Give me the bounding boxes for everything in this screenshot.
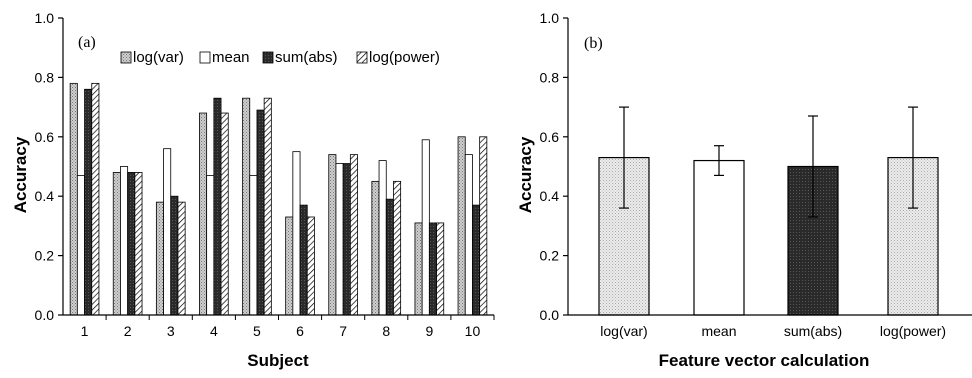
panel-a-bar-2-subject-9 [421,139,430,316]
panel-a-bars [69,82,488,316]
panel-b-y-tick-label: 0.0 [540,307,560,323]
panel-a-bar-3-subject-2 [127,172,136,316]
panel-b-y-axis-title: Accuracy [516,136,535,213]
panel-a-bar-4-subject-7 [349,154,358,316]
panel-a-bar-4-subject-8 [393,180,402,316]
panel-a-y-tick-label: 0.4 [35,188,55,204]
panel-a-bar-2-subject-1 [76,175,85,316]
panel-a-chart: (a) log(var) mean sum(abs) log(power) 0.00.… [11,10,495,370]
panel-a-bar-4-subject-3 [177,201,186,316]
panel-a-legend-label: log(power) [369,49,440,66]
panel-b-x-axis-title: Feature vector calculation [659,351,870,370]
panel-a-x-tick-label: 8 [382,323,390,339]
panel-a-bar-1-subject-6 [285,216,294,316]
panel-a-bar-2-subject-7 [335,163,344,316]
panel-a-x-tick-label: 1 [81,323,89,339]
panel-a-bar-3-subject-9 [428,222,437,316]
panel-a-bar-2-subject-3 [163,148,172,316]
panel-a-bar-3-subject-5 [256,109,265,316]
panel-a-x-axis: 1 2 3 4 5 6 7 8 9 10 [81,315,495,339]
panel-a-bar-3-subject-3 [170,195,179,316]
panel-a-bar-2-subject-10 [464,154,473,316]
panel-a-bar-3-subject-1 [84,88,93,316]
panel-b-y-tick-label: 0.6 [540,129,560,145]
panel-a-legend-swatch [356,51,368,64]
panel-a-y-tick-label: 1.0 [35,10,55,26]
panel-a-bar-1-subject-3 [155,201,164,316]
panel-a-bar-2-subject-6 [292,151,301,316]
panel-a-bar-4-subject-5 [263,97,272,316]
panel-a-bar-2-subject-8 [378,160,387,316]
panel-a-bar-1-subject-9 [414,222,423,316]
panel-b-x-tick-label: mean [701,323,736,339]
panel-a-legend: log(var) mean sum(abs) log(power) [120,49,440,66]
panel-b-x-tick-label: log(var) [600,323,647,339]
panel-a-x-tick-label: 10 [465,323,481,339]
panel-a-bar-4-subject-2 [134,172,143,316]
panel-a-legend-label: sum(abs) [275,49,338,66]
panel-a-bar-4-subject-1 [91,82,100,316]
panel-a-bar-1-subject-2 [112,172,121,316]
panel-b-chart: (b) 0.0 0.2 0.4 0.6 0.8 1.0 log(var) mean sum(a… [516,10,972,370]
panel-a-legend-label: log(var) [133,49,184,66]
panel-b-x-axis: log(var) mean sum(abs) log(power) [600,323,946,339]
panel-a-legend-swatch [262,51,274,64]
panel-a-x-axis-title: Subject [247,351,309,370]
panel-a-bar-1-subject-8 [371,180,380,316]
panel-a-bar-3-subject-6 [299,204,308,316]
panel-a-bar-1-subject-5 [242,97,251,316]
panel-a-bar-3-subject-7 [342,163,351,316]
panel-b-y-tick-label: 0.4 [540,188,560,204]
panel-a-bar-1-subject-10 [457,136,466,316]
panel-a-bar-1-subject-7 [328,154,337,316]
panel-a-y-tick-label: 0.0 [35,307,55,323]
panel-b-x-tick-label: log(power) [880,323,946,339]
panel-b-y-tick-label: 1.0 [540,10,560,26]
panel-a-x-tick-label: 5 [253,323,261,339]
panel-a-bar-2-subject-5 [249,175,258,316]
panel-a-bar-1-subject-1 [69,82,78,316]
panel-a-bar-2-subject-4 [206,175,215,316]
panel-a-bar-2-subject-2 [120,166,129,316]
panel-a-bar-3-subject-10 [472,204,481,316]
panel-a-x-tick-label: 3 [167,323,175,339]
panel-b-label: (b) [584,35,603,52]
panel-a-bar-4-subject-9 [436,222,445,316]
panel-a-y-tick-label: 0.2 [35,248,55,264]
panel-a-x-tick-label: 4 [210,323,218,339]
panel-a-legend-label: mean [212,49,250,66]
panel-a-y-tick-label: 0.8 [35,69,55,85]
panel-a-bar-4-subject-6 [306,216,315,316]
panel-b-bars [598,106,939,316]
panel-a-bar-4-subject-10 [479,136,488,316]
panel-a-bar-3-subject-8 [385,198,394,316]
panel-b-y-tick-label: 0.2 [540,248,560,264]
panel-a-y-tick-label: 0.6 [35,129,55,145]
panel-a-x-tick-label: 2 [124,323,132,339]
panel-b-x-tick-label: sum(abs) [784,323,842,339]
panel-a-y-axis: 0.0 0.2 0.4 0.6 0.8 1.0 [35,10,494,323]
panel-a-legend-swatch [120,51,132,64]
panel-b-y-tick-label: 0.8 [540,69,560,85]
panel-b-bar-2 [693,159,745,316]
panel-a-x-tick-label: 7 [339,323,347,339]
panel-a-x-tick-label: 6 [296,323,304,339]
panel-a-x-tick-label: 9 [425,323,433,339]
panel-a-y-axis-title: Accuracy [11,136,30,213]
panel-a-label: (a) [78,34,96,51]
panel-b-y-axis: 0.0 0.2 0.4 0.6 0.8 1.0 [540,10,972,323]
panel-a-bar-3-subject-4 [213,97,222,316]
panel-a-bar-4-subject-4 [220,112,229,316]
panel-a-legend-swatch [199,51,211,64]
panel-a-bar-1-subject-4 [199,112,208,316]
